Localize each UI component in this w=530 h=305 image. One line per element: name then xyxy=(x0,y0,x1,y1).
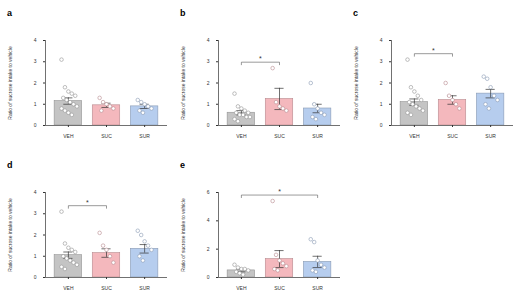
svg-text:VEH: VEH xyxy=(409,133,420,139)
svg-text:0: 0 xyxy=(207,274,210,280)
svg-text:SUR: SUR xyxy=(312,133,323,139)
svg-text:1: 1 xyxy=(34,101,37,107)
svg-text:Ratio of sucrose intake to veh: Ratio of sucrose intake to vehicle xyxy=(180,46,186,120)
svg-text:3: 3 xyxy=(380,58,383,64)
svg-text:*: * xyxy=(86,199,89,206)
svg-text:VEH: VEH xyxy=(63,133,74,139)
html-text:c: c xyxy=(353,8,358,18)
svg-text:SUC: SUC xyxy=(274,133,285,139)
html-text:a: a xyxy=(7,8,12,18)
svg-text:1: 1 xyxy=(380,101,383,107)
svg-text:SUR: SUR xyxy=(485,133,496,139)
svg-text:6: 6 xyxy=(207,189,210,195)
svg-text:2: 2 xyxy=(380,80,383,86)
svg-text:VEH: VEH xyxy=(63,285,74,291)
svg-text:0: 0 xyxy=(34,274,37,280)
svg-text:3: 3 xyxy=(34,210,37,216)
svg-text:0: 0 xyxy=(34,122,37,128)
svg-text:SUC: SUC xyxy=(447,133,458,139)
svg-text:SUC: SUC xyxy=(101,133,112,139)
svg-text:2: 2 xyxy=(34,80,37,86)
svg-text:Ratio of sucrose intake to veh: Ratio of sucrose intake to vehicle xyxy=(353,46,359,120)
svg-text:2: 2 xyxy=(207,80,210,86)
svg-text:SUR: SUR xyxy=(139,133,150,139)
svg-text:VEH: VEH xyxy=(236,133,247,139)
svg-text:4: 4 xyxy=(34,37,37,43)
svg-text:1: 1 xyxy=(207,101,210,107)
svg-text:2: 2 xyxy=(34,232,37,238)
svg-text:Ratio of sucrose intake to veh: Ratio of sucrose intake to vehicle xyxy=(180,198,186,272)
svg-text:SUC: SUC xyxy=(101,285,112,291)
svg-text:4: 4 xyxy=(34,189,37,195)
svg-text:4: 4 xyxy=(380,37,383,43)
html-text:d: d xyxy=(7,160,13,170)
svg-text:*: * xyxy=(432,47,435,54)
svg-text:0: 0 xyxy=(380,122,383,128)
svg-text:SUR: SUR xyxy=(312,285,323,291)
svg-text:VEH: VEH xyxy=(236,285,247,291)
svg-text:1: 1 xyxy=(34,253,37,259)
html-text:e: e xyxy=(180,160,185,170)
html-text:b: b xyxy=(180,8,186,18)
svg-text:*: * xyxy=(259,55,262,62)
svg-text:0: 0 xyxy=(207,122,210,128)
svg-text:3: 3 xyxy=(34,58,37,64)
svg-text:Ratio of sucrose intake to veh: Ratio of sucrose intake to vehicle xyxy=(7,198,13,272)
svg-text:4: 4 xyxy=(207,37,210,43)
svg-text:*: * xyxy=(278,188,281,195)
svg-text:SUR: SUR xyxy=(139,285,150,291)
svg-text:2: 2 xyxy=(207,246,210,252)
svg-text:Ratio of sucrose intake to veh: Ratio of sucrose intake to vehicle xyxy=(7,46,13,120)
svg-text:SUC: SUC xyxy=(274,285,285,291)
svg-text:3: 3 xyxy=(207,58,210,64)
svg-text:4: 4 xyxy=(207,217,210,223)
